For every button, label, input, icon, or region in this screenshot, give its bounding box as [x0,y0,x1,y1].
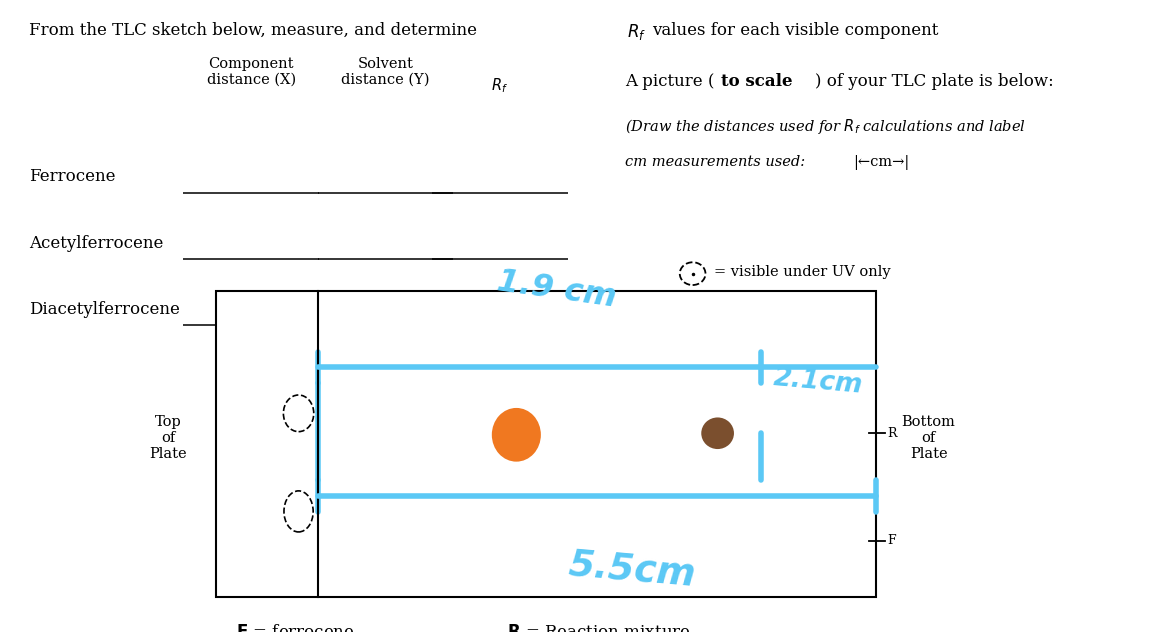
Text: 2.1cm: 2.1cm [772,365,864,399]
Text: 1.9 cm: 1.9 cm [495,266,619,313]
Text: 5.5cm: 5.5cm [566,547,697,593]
Text: Solvent
distance (Y): Solvent distance (Y) [341,57,430,87]
Text: Acetylferrocene: Acetylferrocene [29,235,164,252]
Text: |←cm→|: |←cm→| [853,155,909,170]
Text: to scale: to scale [721,73,792,90]
Text: Component
distance (X): Component distance (X) [207,57,296,87]
Text: Ferrocene: Ferrocene [29,169,116,185]
Text: $\mathbf{R}$ = Reaction mixture: $\mathbf{R}$ = Reaction mixture [507,624,690,632]
Text: (Draw the distances used for $R_f$ calculations and label: (Draw the distances used for $R_f$ calcu… [625,117,1026,136]
Bar [216,291,876,597]
Text: F: F [888,534,896,547]
Ellipse shape [492,408,541,461]
Text: cm measurements used:: cm measurements used: [625,155,805,169]
Ellipse shape [701,418,734,449]
Text: Bottom
of
Plate: Bottom of Plate [902,415,955,461]
Text: ) of your TLC plate is below:: ) of your TLC plate is below: [815,73,1054,90]
Text: $R_f$: $R_f$ [492,76,508,95]
Text: $R_f$: $R_f$ [627,22,646,42]
Text: Diacetylferrocene: Diacetylferrocene [29,301,180,318]
Text: values for each visible component: values for each visible component [652,22,938,39]
Text: R: R [888,427,897,440]
Text: From the TLC sketch below, measure, and determine: From the TLC sketch below, measure, and … [29,22,482,39]
Text: A picture (: A picture ( [625,73,715,90]
Text: = visible under UV only: = visible under UV only [714,265,890,279]
Text: Top
of
Plate: Top of Plate [150,415,187,461]
Text: $\mathbf{F}$ = ferrocene: $\mathbf{F}$ = ferrocene [236,624,355,632]
